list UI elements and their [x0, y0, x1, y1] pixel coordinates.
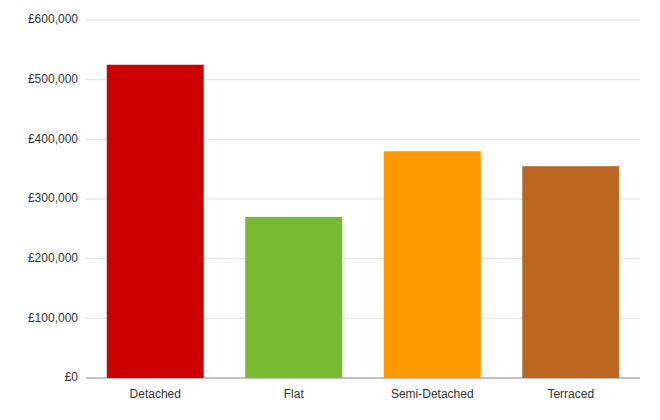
- chart-svg: £0 £100,000 £200,000 £300,000 £400,000 £500,0…: [0, 0, 660, 420]
- x-tick-label: Terraced: [547, 387, 594, 401]
- y-tick-label: £600,000: [28, 12, 78, 26]
- bar: [107, 65, 204, 378]
- grid-line: [86, 20, 640, 21]
- x-tick-label: Detached: [130, 387, 181, 401]
- bar: [245, 217, 342, 378]
- y-tick-label: £400,000: [28, 132, 78, 146]
- y-axis: £0 £100,000 £200,000 £300,000 £400,000 £500,0…: [28, 12, 78, 384]
- y-tick-label: £500,000: [28, 72, 78, 86]
- x-axis: Detached Flat Semi-Detached Terraced: [130, 387, 595, 401]
- y-tick-label: £100,000: [28, 311, 78, 325]
- bar: [522, 166, 619, 378]
- y-tick-label: £200,000: [28, 251, 78, 265]
- x-tick-label: Semi-Detached: [391, 387, 474, 401]
- bar: [384, 151, 481, 378]
- chart-container: £0 £100,000 £200,000 £300,000 £400,000 £500,0…: [0, 0, 660, 420]
- y-tick-label: £0: [65, 370, 79, 384]
- page: {"chart_data": {"type": "bar", "categori…: [0, 0, 660, 420]
- bars: [107, 65, 619, 378]
- y-tick-label: £300,000: [28, 191, 78, 205]
- x-tick-label: Flat: [284, 387, 305, 401]
- grid: [86, 20, 640, 378]
